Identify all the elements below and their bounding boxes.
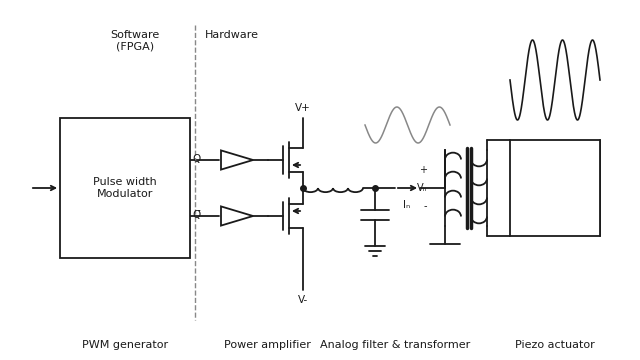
Bar [60,118,190,258]
Text: V-: V- [298,295,308,305]
Text: +: + [419,165,427,175]
Text: V+: V+ [295,103,311,113]
Text: Software
(FPGA): Software (FPGA) [110,30,159,51]
Text: Iₙ: Iₙ [403,200,411,210]
Text: Piezo actuator: Piezo actuator [515,340,595,350]
Text: Hardware: Hardware [205,30,259,40]
Text: Vₙ: Vₙ [417,183,427,193]
Bar [510,140,600,236]
Text: Pulse width
Modulator: Pulse width Modulator [93,177,157,199]
Text: Q: Q [192,154,200,164]
Text: Power amplifier: Power amplifier [223,340,310,350]
Text: Analog filter & transformer: Analog filter & transformer [320,340,470,350]
Text: PWM generator: PWM generator [82,340,168,350]
Text: Q̅: Q̅ [192,210,200,220]
Text: -: - [424,201,427,211]
